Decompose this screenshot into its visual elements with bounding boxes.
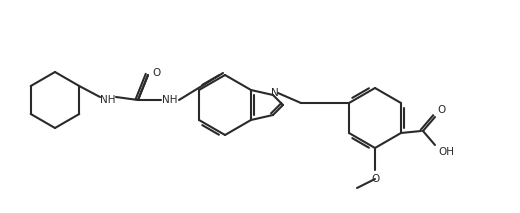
Text: OH: OH xyxy=(438,147,454,157)
Text: NH: NH xyxy=(100,95,116,105)
Text: NH: NH xyxy=(162,95,178,105)
Text: O: O xyxy=(437,105,445,115)
Text: N: N xyxy=(271,88,279,98)
Text: O: O xyxy=(371,174,379,184)
Text: O: O xyxy=(152,68,160,78)
